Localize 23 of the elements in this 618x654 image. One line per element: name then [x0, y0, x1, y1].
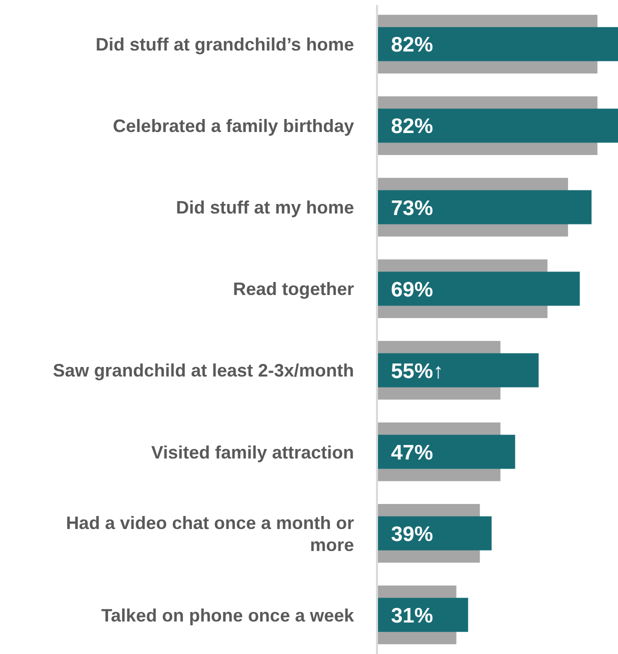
bar [377, 272, 580, 306]
y-tick-label: Read together [232, 279, 354, 300]
data-label: 39% [391, 522, 434, 546]
bar [377, 190, 592, 224]
data-label: 55%↑ [391, 360, 444, 383]
y-tick-label: Did stuff at my home [176, 198, 354, 218]
bar [377, 108, 618, 143]
bar [377, 516, 492, 550]
data-label: 82% [391, 34, 434, 57]
y-tick-label: Visited family attraction [151, 442, 354, 462]
bar [377, 353, 539, 388]
y-tick-label: Celebrated a family birthday [112, 116, 354, 136]
data-label: 73% [391, 196, 434, 220]
data-label: 82% [391, 115, 434, 138]
bar [377, 434, 516, 469]
y-tick-label: Saw grandchild at least 2-3x/month [52, 360, 354, 381]
data-label: 31% [391, 604, 434, 628]
bar [377, 27, 618, 62]
data-label: 69% [391, 278, 434, 302]
y-tick-label: Did stuff at grandchild’s home [96, 34, 354, 55]
y-tick-label: Had a video chat once a month or more [66, 512, 354, 555]
data-label: 47% [391, 441, 434, 464]
y-tick-label: Talked on phone once a week [101, 605, 355, 626]
